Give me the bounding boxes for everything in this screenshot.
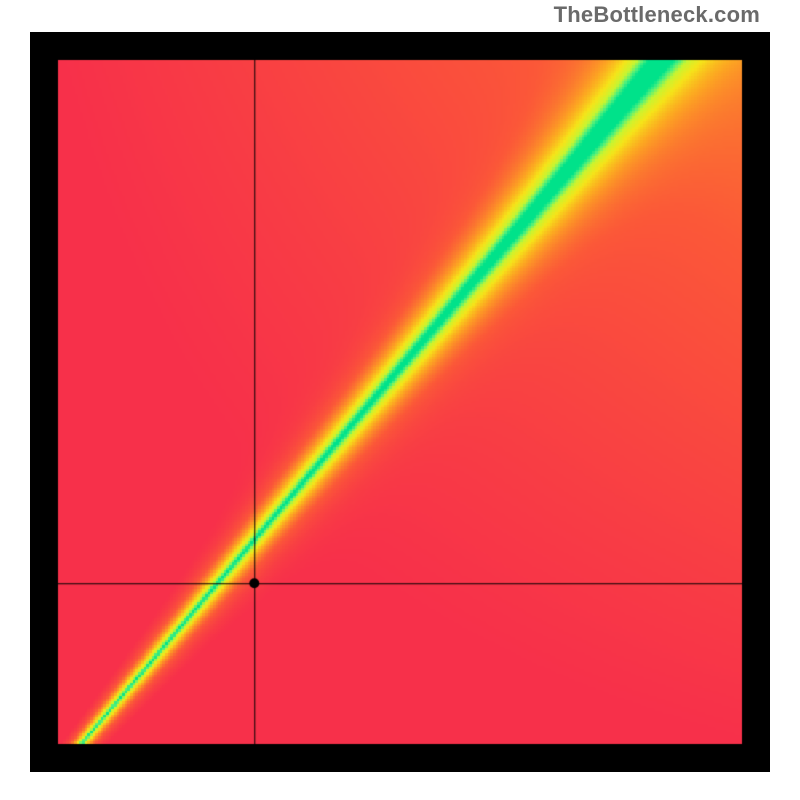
chart-container: TheBottleneck.com [0,0,800,800]
heatmap-canvas [30,32,770,772]
chart-frame [30,32,770,772]
watermark-text: TheBottleneck.com [554,2,760,28]
